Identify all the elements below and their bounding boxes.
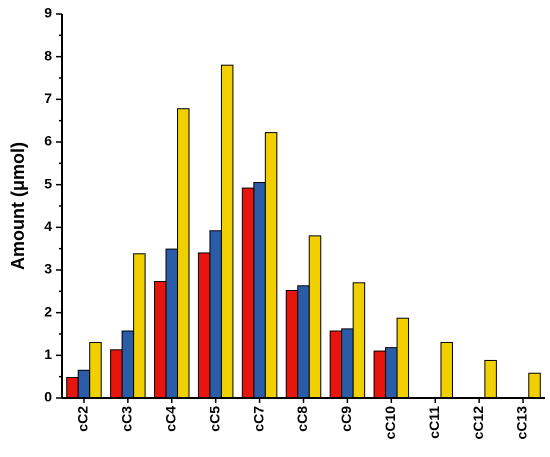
y-tick-label: 7 — [44, 90, 52, 106]
bar — [89, 342, 102, 399]
x-tick-label: cC7 — [250, 406, 266, 432]
x-tick-label: cC11 — [426, 406, 442, 439]
y-tick-label: 1 — [44, 346, 52, 362]
bar — [66, 377, 79, 399]
x-tick-label: cC10 — [382, 406, 398, 440]
bar — [373, 350, 387, 399]
bar — [209, 230, 222, 399]
bar — [77, 369, 91, 399]
bar — [165, 248, 179, 399]
x-tick-label: cC13 — [514, 406, 530, 440]
x-tick-label: cC2 — [75, 406, 91, 432]
y-tick-label: 0 — [44, 389, 52, 405]
bar — [197, 252, 211, 399]
y-tick-label: 8 — [44, 47, 52, 63]
x-tick-label: cC5 — [206, 406, 222, 432]
bar — [110, 349, 123, 399]
y-tick-label: 4 — [44, 218, 52, 234]
x-tick-label: cC4 — [162, 406, 178, 432]
bar — [220, 64, 234, 399]
bar — [385, 347, 398, 399]
y-tick-label: 3 — [44, 261, 52, 277]
bar — [297, 285, 310, 399]
bar — [264, 132, 278, 399]
bar — [253, 182, 266, 399]
y-tick-label: 2 — [44, 303, 52, 319]
y-tick-label: 9 — [44, 5, 52, 21]
y-tick-label: 6 — [44, 133, 52, 149]
x-tick-label: cC8 — [294, 406, 310, 432]
bar — [440, 342, 453, 399]
bar — [133, 253, 146, 399]
bar — [177, 108, 190, 399]
y-axis-title: Amount (μmol) — [8, 142, 28, 270]
bar — [396, 317, 410, 399]
x-tick-label: cC9 — [338, 406, 354, 432]
bar — [352, 282, 366, 399]
bar — [528, 372, 541, 399]
x-tick-label: cC3 — [119, 406, 135, 432]
x-tick-label: cC12 — [470, 406, 486, 440]
bar — [329, 330, 343, 399]
y-tick-label: 5 — [44, 175, 52, 191]
bar — [308, 235, 322, 399]
bar — [121, 330, 135, 399]
bar — [484, 359, 497, 399]
bar — [341, 328, 354, 399]
bar — [241, 187, 255, 399]
bar — [285, 289, 299, 399]
bar — [154, 281, 167, 399]
